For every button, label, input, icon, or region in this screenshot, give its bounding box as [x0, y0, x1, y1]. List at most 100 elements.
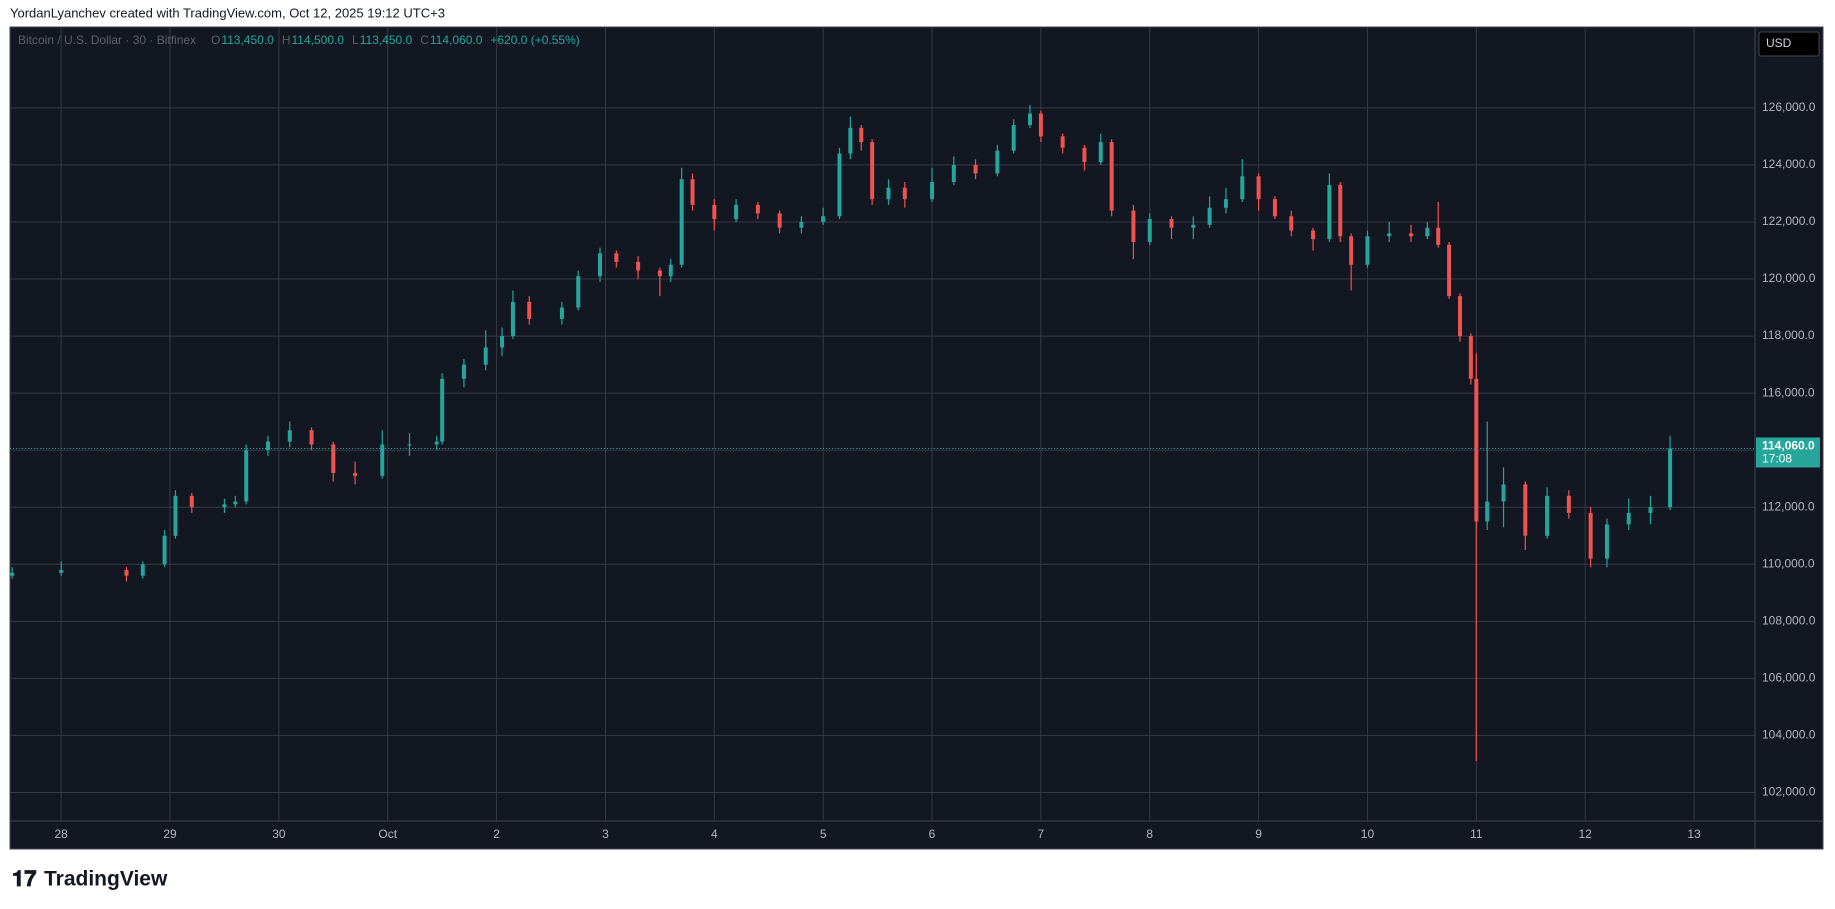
x-tick-label: 7	[1038, 827, 1045, 841]
y-tick-label: 120,000.0	[1762, 271, 1816, 285]
candle-body	[837, 153, 842, 217]
candle-body	[930, 182, 935, 200]
candle-body	[1626, 512, 1631, 525]
candle-body	[1474, 378, 1479, 522]
candle-body	[380, 444, 385, 476]
candle-body	[576, 276, 581, 308]
candle-body	[1604, 524, 1609, 559]
x-tick-label: 5	[820, 827, 827, 841]
candle-body	[1098, 142, 1103, 163]
candle-body	[265, 441, 270, 451]
candle-body	[1327, 184, 1332, 240]
candle-body	[331, 444, 336, 473]
candle-body	[777, 213, 782, 228]
candle-body	[1011, 124, 1016, 151]
candle-body	[1191, 224, 1196, 228]
candle-body	[657, 270, 662, 277]
candle-body	[712, 204, 717, 220]
candle-body	[690, 179, 695, 205]
x-tick-label: 29	[163, 827, 177, 841]
candle-body	[440, 378, 445, 442]
candle-body	[902, 187, 907, 200]
candle-body	[500, 336, 505, 348]
candle-body	[1147, 219, 1152, 242]
y-tick-label: 116,000.0	[1762, 385, 1815, 399]
candle-body	[407, 444, 412, 446]
x-tick-label: 10	[1361, 827, 1375, 841]
candle-body	[598, 253, 603, 277]
x-tick-label: 30	[272, 827, 286, 841]
x-tick-label: 2	[493, 827, 500, 841]
candle-body	[510, 301, 515, 337]
y-tick-label: 108,000.0	[1762, 613, 1816, 627]
countdown: 17:08	[1762, 452, 1792, 466]
candle-body	[1436, 227, 1441, 245]
x-tick-label: 28	[54, 827, 68, 841]
last-price-label: 114,060.0	[1762, 439, 1815, 453]
candle-body	[1365, 236, 1370, 265]
ohlc-key: L	[352, 33, 359, 47]
plot	[10, 105, 1755, 762]
y-tick-label: 122,000.0	[1762, 214, 1816, 228]
candle-body	[1131, 210, 1136, 242]
candle-body	[140, 564, 145, 576]
candle-body	[1387, 233, 1392, 237]
candle-body	[1289, 216, 1294, 231]
symbol: Bitcoin / U.S. Dollar · 30 · Bitfinex	[18, 33, 196, 47]
candle-body	[10, 572, 15, 576]
y-tick-label: 110,000.0	[1762, 556, 1815, 570]
candle-body	[734, 204, 739, 220]
y-tick-label: 118,000.0	[1762, 328, 1815, 342]
x-tick-label: 3	[602, 827, 609, 841]
x-tick-label: 9	[1255, 827, 1262, 841]
candle-body	[886, 187, 891, 200]
currency[interactable]: USD	[1766, 36, 1792, 50]
candle-body	[162, 535, 167, 565]
candle-body	[173, 495, 178, 536]
candle-body	[1545, 495, 1550, 536]
candle-body	[244, 450, 249, 502]
candle-body	[799, 221, 804, 228]
candle-body	[636, 261, 641, 271]
x-tick-label: 11	[1470, 827, 1483, 841]
candle-body	[1223, 199, 1228, 208]
ohlc-key: O	[211, 33, 220, 47]
candle-body	[233, 501, 238, 505]
candle-body	[1409, 233, 1414, 237]
candle-body	[309, 430, 314, 445]
candle-body	[1338, 184, 1343, 237]
candle-body	[821, 216, 826, 222]
candle-body	[1668, 448, 1673, 508]
currency-box[interactable]	[1758, 31, 1820, 57]
candle-body	[1447, 244, 1452, 297]
x-tick-label: 8	[1146, 827, 1153, 841]
candle-body	[1349, 236, 1354, 265]
candle-body	[461, 364, 466, 379]
ohlc-value: 114,060.0	[430, 33, 483, 47]
candle-body	[1028, 113, 1033, 125]
candle-body	[353, 472, 358, 476]
brand-logo: 𝟏𝟕	[12, 866, 37, 891]
candle-body	[679, 179, 684, 265]
candle-body	[1523, 484, 1528, 536]
candle-body	[1109, 142, 1114, 211]
candle-body	[973, 164, 978, 174]
candle-body	[59, 569, 64, 573]
ohlc-key: H	[282, 33, 291, 47]
grid	[10, 28, 1755, 821]
ohlc-value: 113,450.0	[360, 33, 413, 47]
candle-body	[951, 164, 956, 183]
x-tick-label: 6	[929, 827, 936, 841]
y-tick-label: 124,000.0	[1762, 157, 1816, 171]
ohlc-key: C	[420, 33, 429, 47]
candle-body	[1425, 227, 1430, 237]
candle-body	[870, 142, 875, 200]
ohlc-legend: O 113,450.0 H 114,500.0 L 113,450.0 C 114,060.0…	[211, 33, 580, 47]
candle-body	[1060, 136, 1065, 148]
brand: TradingView	[44, 868, 168, 891]
x-tick-label: 4	[711, 827, 718, 841]
y-tick-label: 104,000.0	[1762, 728, 1816, 742]
candle-body	[1566, 495, 1571, 513]
